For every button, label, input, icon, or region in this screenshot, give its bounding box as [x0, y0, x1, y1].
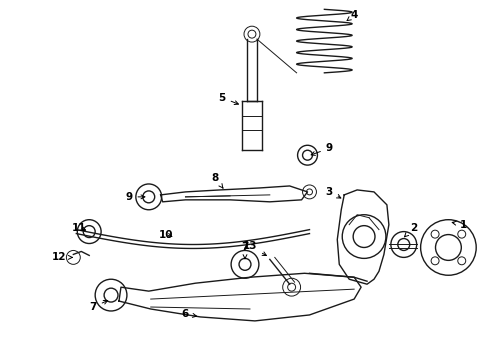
Text: 12: 12 [52, 252, 73, 262]
Text: 7: 7 [90, 301, 107, 312]
Text: 8: 8 [212, 173, 223, 188]
Text: 4: 4 [347, 10, 358, 21]
Text: 13: 13 [243, 242, 267, 256]
Text: 7: 7 [241, 243, 249, 258]
Text: 11: 11 [72, 222, 87, 233]
Text: 9: 9 [311, 143, 333, 156]
Text: 2: 2 [405, 222, 417, 237]
Text: 9: 9 [125, 192, 145, 202]
Text: 1: 1 [452, 220, 467, 230]
Text: 10: 10 [158, 230, 173, 239]
Text: 6: 6 [182, 309, 196, 319]
Text: 5: 5 [219, 93, 239, 104]
Text: 3: 3 [326, 187, 341, 198]
